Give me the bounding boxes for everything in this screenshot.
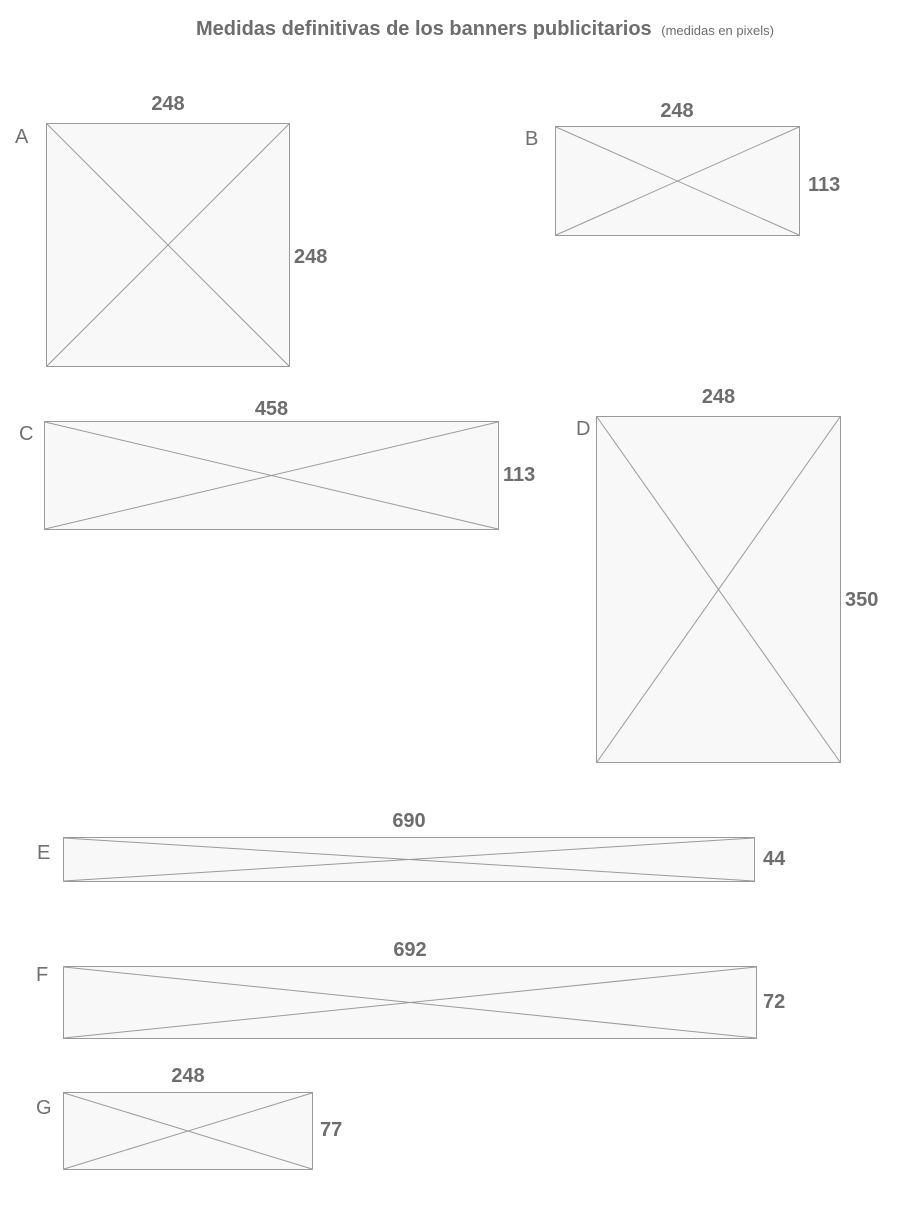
banner-c-cross (45, 422, 498, 529)
banner-e-letter: E (37, 842, 51, 864)
banner-f-cross (64, 967, 756, 1038)
banner-g-letter: G (36, 1097, 52, 1119)
banner-b-width-label: 248 (660, 100, 694, 122)
banner-e-height-label: 44 (763, 848, 786, 870)
banner-d-height-label: 350 (845, 589, 879, 611)
banner-f-letter: F (36, 964, 49, 986)
banner-c-height-label: 113 (503, 464, 536, 486)
banner-a-width-label: 248 (151, 93, 185, 115)
title-text: Medidas definitivas de los banners publi… (196, 18, 652, 40)
banner-c-placeholder (44, 421, 499, 530)
title-note: (medidas en pixels) (661, 23, 774, 38)
banner-b-height-label: 113 (808, 174, 841, 196)
page-title: Medidas definitivas de los banners publi… (0, 18, 900, 41)
banner-d-width-label: 248 (701, 386, 736, 408)
banner-g-width-label: 248 (171, 1065, 205, 1087)
banner-c-width-label: 458 (254, 398, 289, 420)
banner-a-placeholder (46, 123, 290, 367)
banner-b-letter: B (525, 128, 539, 150)
banner-g-height-label: 77 (320, 1119, 343, 1141)
banner-e-placeholder (63, 837, 755, 882)
banner-f-height-label: 72 (763, 991, 786, 1013)
banner-a-letter: A (15, 126, 29, 148)
banner-f-placeholder (63, 966, 757, 1039)
banner-c-letter: C (19, 423, 34, 445)
banner-d-letter: D (576, 418, 591, 440)
banner-b-placeholder (555, 126, 800, 236)
banner-g-cross (64, 1093, 312, 1169)
banner-a-cross (47, 124, 289, 366)
banner-b-cross (556, 127, 799, 235)
banner-g-placeholder (63, 1092, 313, 1170)
banner-d-placeholder (596, 416, 841, 763)
banner-e-cross (64, 838, 754, 881)
banner-e-width-label: 690 (392, 810, 426, 832)
banner-f-width-label: 692 (393, 939, 427, 961)
banner-a-height-label: 248 (294, 246, 328, 268)
banner-d-cross (597, 417, 840, 762)
